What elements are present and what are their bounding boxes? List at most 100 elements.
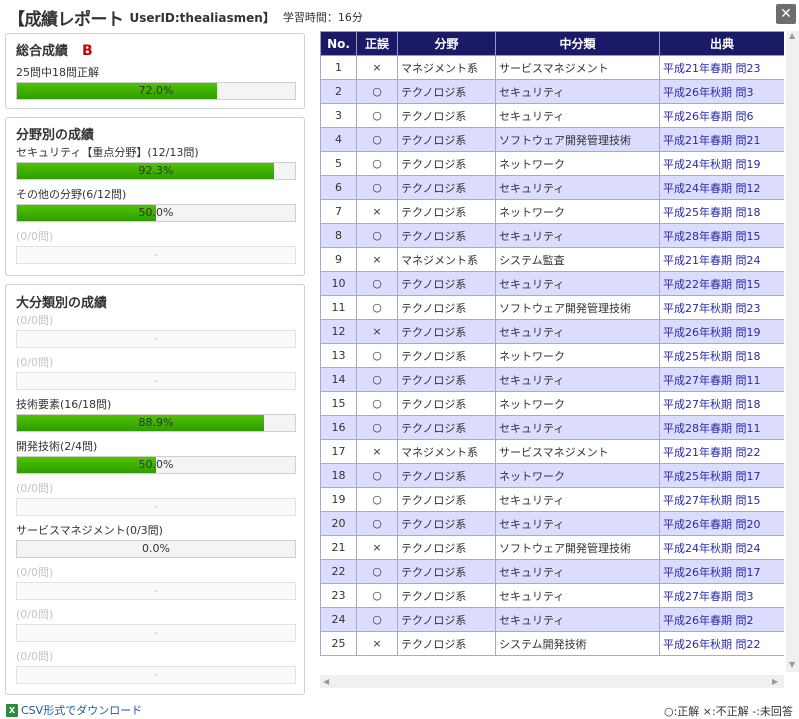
cell-field: テクノロジ系 [397, 607, 496, 632]
stat-progress-text: - [154, 374, 158, 387]
table-row[interactable]: 13 ○ テクノロジ系 ネットワーク 平成25年秋期 問18 [320, 343, 784, 368]
stat-progress-fill [17, 205, 156, 221]
cell-source[interactable]: 平成25年春期 問18 [659, 199, 784, 224]
cell-source[interactable]: 平成26年秋期 問22 [659, 631, 784, 656]
cell-source[interactable]: 平成25年秋期 問18 [659, 343, 784, 368]
table-row[interactable]: 21 × テクノロジ系 ソフトウェア開発管理技術 平成24年秋期 問24 [320, 535, 784, 560]
cell-no: 23 [320, 583, 357, 608]
vertical-scrollbar[interactable]: ▲ ▼ [786, 31, 799, 672]
stat-progress-text: - [154, 500, 158, 513]
cell-field: テクノロジ系 [397, 583, 496, 608]
stat-label: セキュリティ【重点分野】(12/13問) [16, 146, 199, 159]
stat-progress-bar: - [16, 246, 296, 264]
cell-source[interactable]: 平成24年春期 問12 [659, 175, 784, 200]
cell-source[interactable]: 平成26年春期 問2 [659, 607, 784, 632]
cell-source[interactable]: 平成22年春期 問15 [659, 271, 784, 296]
table-row[interactable]: 11 ○ テクノロジ系 ソフトウェア開発管理技術 平成27年秋期 問23 [320, 295, 784, 320]
cell-source[interactable]: 平成26年春期 問20 [659, 511, 784, 536]
cell-source[interactable]: 平成21年春期 問21 [659, 127, 784, 152]
cell-source[interactable]: 平成27年春期 問3 [659, 583, 784, 608]
table-row[interactable]: 8 ○ テクノロジ系 セキュリティ 平成28年春期 問15 [320, 223, 784, 248]
cell-source[interactable]: 平成27年秋期 問18 [659, 391, 784, 416]
table-row[interactable]: 3 ○ テクノロジ系 セキュリティ 平成26年春期 問6 [320, 103, 784, 128]
table-row[interactable]: 19 ○ テクノロジ系 セキュリティ 平成27年秋期 問15 [320, 487, 784, 512]
table-row[interactable]: 23 ○ テクノロジ系 セキュリティ 平成27年春期 問3 [320, 583, 784, 608]
table-row[interactable]: 18 ○ テクノロジ系 ネットワーク 平成25年秋期 問17 [320, 463, 784, 488]
results-table-container[interactable]: No. 正誤 分野 中分類 出典 1 × マネジメント系 サービスマネジメント 平成21… [320, 31, 784, 656]
cell-no: 18 [320, 463, 357, 488]
table-row[interactable]: 2 ○ テクノロジ系 セキュリティ 平成26年秋期 問3 [320, 79, 784, 104]
table-row[interactable]: 24 ○ テクノロジ系 セキュリティ 平成26年春期 問2 [320, 607, 784, 632]
table-row[interactable]: 4 ○ テクノロジ系 ソフトウェア開発管理技術 平成21年春期 問21 [320, 127, 784, 152]
table-row[interactable]: 1 × マネジメント系 サービスマネジメント 平成21年春期 問23 [320, 55, 784, 80]
table-row[interactable]: 14 ○ テクノロジ系 セキュリティ 平成27年春期 問11 [320, 367, 784, 392]
cell-subcategory: サービスマネジメント [495, 55, 660, 80]
cell-result: × [356, 247, 398, 272]
cell-source[interactable]: 平成28年春期 問11 [659, 415, 784, 440]
cell-source[interactable]: 平成25年秋期 問17 [659, 463, 784, 488]
stat-progress-text: - [154, 248, 158, 261]
col-header-field: 分野 [397, 31, 496, 56]
table-row[interactable]: 22 ○ テクノロジ系 セキュリティ 平成26年秋期 問17 [320, 559, 784, 584]
table-row[interactable]: 15 ○ テクノロジ系 ネットワーク 平成27年秋期 問18 [320, 391, 784, 416]
cell-result: × [356, 199, 398, 224]
csv-download-link[interactable]: X CSV形式でダウンロード [6, 702, 142, 718]
stat-label: その他の分野(6/12問) [16, 188, 127, 201]
stat-progress-text: 50.0% [138, 458, 174, 471]
table-row[interactable]: 10 ○ テクノロジ系 セキュリティ 平成22年春期 問15 [320, 271, 784, 296]
stat-progress-text: - [154, 332, 158, 345]
close-icon: ✕ [780, 6, 792, 22]
cell-subcategory: ソフトウェア開発管理技術 [495, 295, 660, 320]
cell-source[interactable]: 平成21年春期 問24 [659, 247, 784, 272]
cell-source[interactable]: 平成26年秋期 問3 [659, 79, 784, 104]
stat-progress-bar: 50.0% [16, 456, 296, 474]
overall-title: 総合成績 B [16, 40, 93, 59]
table-row[interactable]: 5 ○ テクノロジ系 ネットワーク 平成24年秋期 問19 [320, 151, 784, 176]
scroll-down-icon[interactable]: ▼ [789, 660, 796, 669]
close-button[interactable]: ✕ [776, 4, 796, 24]
table-row[interactable]: 16 ○ テクノロジ系 セキュリティ 平成28年春期 問11 [320, 415, 784, 440]
cell-result: ○ [356, 223, 398, 248]
cell-subcategory: ネットワーク [495, 391, 660, 416]
table-row[interactable]: 25 × テクノロジ系 システム開発技術 平成26年秋期 問22 [320, 631, 784, 656]
cell-field: テクノロジ系 [397, 319, 496, 344]
cell-source[interactable]: 平成21年春期 問23 [659, 55, 784, 80]
stat-label: (0/0問) [16, 230, 54, 243]
cell-source[interactable]: 平成28年春期 問15 [659, 223, 784, 248]
cell-source[interactable]: 平成24年秋期 問19 [659, 151, 784, 176]
table-row[interactable]: 9 × マネジメント系 システム監査 平成21年春期 問24 [320, 247, 784, 272]
cell-subcategory: システム開発技術 [495, 631, 660, 656]
col-header-no: No. [320, 31, 357, 56]
scroll-up-icon[interactable]: ▲ [789, 31, 796, 40]
cell-result: × [356, 631, 398, 656]
table-row[interactable]: 12 × テクノロジ系 セキュリティ 平成26年秋期 問19 [320, 319, 784, 344]
table-row[interactable]: 7 × テクノロジ系 ネットワーク 平成25年春期 問18 [320, 199, 784, 224]
stat-label: サービスマネジメント(0/3問) [16, 524, 163, 537]
table-row[interactable]: 20 ○ テクノロジ系 セキュリティ 平成26年春期 問20 [320, 511, 784, 536]
cell-source[interactable]: 平成27年秋期 問23 [659, 295, 784, 320]
table-row[interactable]: 17 × マネジメント系 サービスマネジメント 平成21年春期 問22 [320, 439, 784, 464]
cell-source[interactable]: 平成27年秋期 問15 [659, 487, 784, 512]
cell-source[interactable]: 平成26年春期 問6 [659, 103, 784, 128]
cell-field: テクノロジ系 [397, 175, 496, 200]
cell-source[interactable]: 平成26年秋期 問17 [659, 559, 784, 584]
cell-subcategory: システム監査 [495, 247, 660, 272]
stat-progress-text: 0.0% [142, 542, 170, 555]
stat-progress-text: - [154, 626, 158, 639]
stat-progress-text: 88.9% [138, 416, 174, 429]
study-time: 学習時間：16分 [282, 11, 363, 24]
cell-source[interactable]: 平成27年春期 問11 [659, 367, 784, 392]
cell-source[interactable]: 平成21年春期 問22 [659, 439, 784, 464]
table-row[interactable]: 6 ○ テクノロジ系 セキュリティ 平成24年春期 問12 [320, 175, 784, 200]
cell-source[interactable]: 平成26年秋期 問19 [659, 319, 784, 344]
cell-subcategory: セキュリティ [495, 103, 660, 128]
horizontal-scrollbar[interactable]: ◀ ▶ [320, 675, 784, 688]
scroll-left-icon[interactable]: ◀ [323, 677, 330, 686]
cell-result: ○ [356, 175, 398, 200]
cell-result: ○ [356, 367, 398, 392]
csv-download-label: CSV形式でダウンロード [21, 704, 143, 717]
cell-source[interactable]: 平成24年秋期 問24 [659, 535, 784, 560]
col-header-result: 正誤 [356, 31, 398, 56]
scroll-right-icon[interactable]: ▶ [772, 677, 779, 686]
stat-progress-bar: - [16, 498, 296, 516]
